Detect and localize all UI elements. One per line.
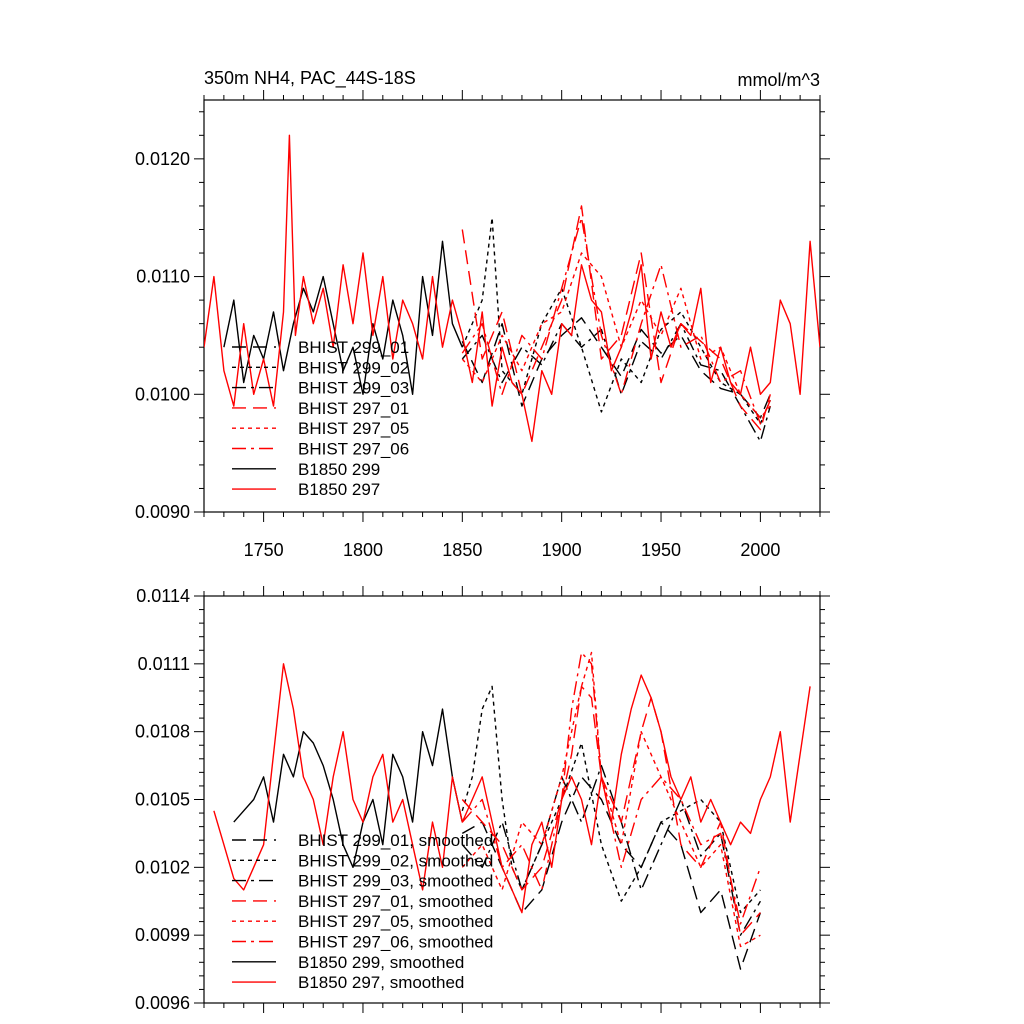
legend-label: BHIST 299_01, smoothed: [298, 831, 493, 850]
legend-label: BHIST 297_01, smoothed: [298, 892, 493, 911]
y-tick-label: 0.0102: [135, 857, 190, 877]
y-tick-label: 0.0090: [135, 502, 190, 522]
series-line: [233, 708, 463, 868]
legend-label: BHIST 299_02, smoothed: [298, 851, 493, 870]
units-label: mmol/m^3: [738, 70, 820, 90]
y-tick-label: 0.0099: [135, 925, 190, 945]
legend-label: BHIST 297_06, smoothed: [298, 933, 493, 952]
series-line: [461, 216, 771, 425]
y-tick-label: 0.0110: [136, 267, 190, 287]
legend-label: BHIST 299_03: [298, 379, 409, 398]
legend-label: B1850 299, smoothed: [298, 953, 464, 972]
y-tick-label: 0.0100: [135, 384, 190, 404]
legend-label: BHIST 297_05, smoothed: [298, 912, 493, 931]
legend-label: BHIST 297_06: [298, 440, 409, 459]
series-line: [461, 317, 771, 419]
series-line: [461, 252, 771, 419]
x-tick-label: 1850: [442, 540, 482, 560]
plot-frame: [203, 99, 821, 513]
series-line: [461, 685, 761, 914]
y-tick-label: 0.0108: [135, 722, 190, 742]
legend-label: B1850 297, smoothed: [298, 973, 464, 992]
series-line: [213, 663, 811, 914]
y-tick-label: 0.0120: [135, 149, 190, 169]
series-line: [461, 323, 771, 443]
legend-label: BHIST 297_05: [298, 419, 409, 438]
y-tick-label: 0.0105: [135, 790, 190, 810]
chart-title: 350m NH4, PAC_44S-18S: [204, 68, 416, 89]
plot-frame: [203, 595, 821, 1004]
legend-label: B1850 297: [298, 480, 380, 499]
top-panel: 1750 1800 1850 1900 1950 2000 0.0090 0.0100 0.01…: [135, 90, 830, 560]
legend-label: BHIST 299_01: [298, 338, 409, 357]
x-tick-label: 1800: [343, 540, 383, 560]
legend-label: BHIST 297_01: [298, 399, 409, 418]
x-tick-label: 1750: [244, 540, 284, 560]
y-tick-label: 0.0114: [136, 586, 190, 606]
legend-label: BHIST 299_03, smoothed: [298, 872, 493, 891]
series-line: [461, 205, 771, 431]
x-tick-label: 1900: [542, 540, 582, 560]
bottom-panel: 0.0096 0.0099 0.0102 0.0105 0.0108 0.0111 0.01…: [135, 586, 830, 1013]
x-tick-label: 2000: [740, 540, 780, 560]
y-tick-label: 0.0111: [138, 654, 190, 674]
series-line: [461, 651, 762, 925]
y-tick-label: 0.0096: [135, 993, 190, 1013]
legend-label: B1850 299: [298, 460, 380, 479]
x-tick-label: 1950: [641, 540, 681, 560]
series-line: [461, 216, 771, 425]
legend-label: BHIST 299_02: [298, 358, 409, 377]
series-line: [204, 134, 820, 443]
